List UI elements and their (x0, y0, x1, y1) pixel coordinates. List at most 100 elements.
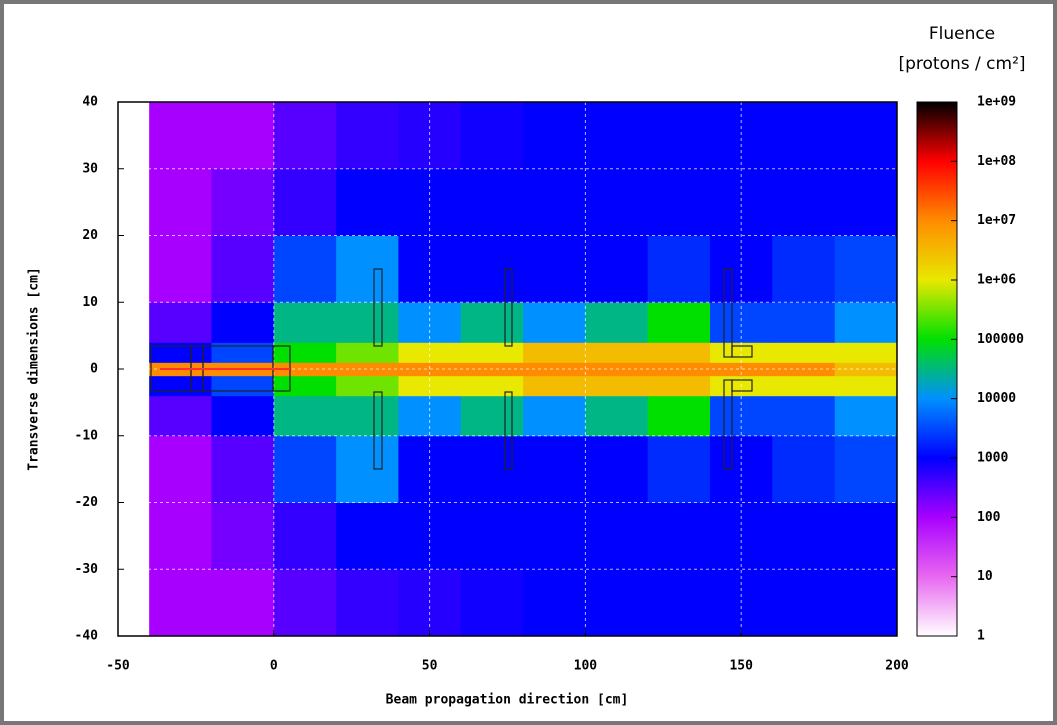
heatmap-cell (211, 502, 275, 570)
heatmap-cell (523, 362, 586, 377)
colorbar-tick-label: 100 (977, 510, 1001, 525)
heatmap-cell (585, 302, 649, 343)
heatmap-cell (336, 502, 399, 570)
heatmap-cell (273, 435, 337, 503)
x-tick-label: 50 (422, 659, 438, 674)
heatmap-cell (710, 102, 773, 170)
colorbar-tick-label: 1e+08 (977, 154, 1016, 169)
colorbar-tick-label: 1e+07 (977, 213, 1016, 228)
heatmap-cell (460, 502, 524, 570)
geometry (150, 268, 753, 470)
y-tick-label: -40 (75, 629, 99, 644)
heatmap-cell (710, 168, 773, 236)
heatmap-cell (647, 302, 711, 343)
heatmap-cell (336, 235, 399, 303)
heatmap-cell (772, 435, 836, 503)
heatmap-cell (460, 102, 524, 170)
heatmap-cell (211, 342, 275, 363)
heatmap-cell (772, 342, 836, 363)
heatmap-cell (149, 502, 212, 570)
heatmap-cell (398, 362, 462, 377)
heatmap-cell (647, 168, 711, 236)
heatmap-cell (585, 395, 649, 437)
heatmap-cell (273, 102, 337, 170)
heatmap-cell (273, 235, 337, 303)
heatmap-cell (647, 395, 711, 437)
y-axis-label: Transverse dimensions [cm] (27, 267, 42, 471)
x-axis-label: Beam propagation direction [cm] (386, 693, 629, 708)
heatmap-cell (398, 342, 462, 363)
y-tick-label: 30 (82, 161, 98, 176)
heatmap-cell (398, 235, 462, 303)
heatmap-cell (585, 375, 649, 397)
heatmap-cell (336, 342, 399, 363)
heatmap-cell (211, 569, 275, 637)
y-tick-label: -10 (75, 428, 99, 443)
heatmap-cell (834, 362, 898, 377)
heatmap-cell (772, 168, 836, 236)
heatmap-cell (585, 235, 649, 303)
heatmap-cell (834, 375, 898, 397)
heatmap-cell (336, 102, 399, 170)
heatmap-cell (149, 569, 212, 637)
y-tick-label: 20 (82, 228, 98, 243)
heatmap-cell (211, 395, 275, 437)
heatmap-cell (834, 502, 898, 570)
heatmap-cell (772, 375, 836, 397)
heatmap-cell (149, 302, 212, 343)
heatmap-cell (523, 102, 586, 170)
heatmap-cell (336, 395, 399, 437)
heatmap-cell (710, 342, 773, 363)
heatmap-cell (398, 102, 462, 170)
heatmap-cell (834, 102, 898, 170)
heatmap-cell (460, 435, 524, 503)
heatmap-cell (772, 302, 836, 343)
heatmap-cell (273, 302, 337, 343)
heatmap-cell (585, 502, 649, 570)
heatmap-cell (647, 502, 711, 570)
heatmap-cell (647, 362, 711, 377)
heatmap-cell (523, 302, 586, 343)
heatmap-cell (273, 569, 337, 637)
heatmap-cell (585, 168, 649, 236)
colorbar-tick-label: 1000 (977, 451, 1008, 466)
heatmap-cell (585, 342, 649, 363)
heatmap-cell (149, 435, 212, 503)
y-tick-label: 0 (90, 362, 98, 377)
heatmap-cell (211, 168, 275, 236)
heatmap-cell (336, 375, 399, 397)
heatmap-cell (460, 168, 524, 236)
colorbar-tick-label: 100000 (977, 332, 1024, 347)
heatmap-cell (336, 435, 399, 503)
heatmap-cell (647, 235, 711, 303)
y-tick-label: -20 (75, 495, 99, 510)
heatmap-cell (460, 302, 524, 343)
heatmap-cell (336, 362, 399, 377)
heatmap-cell (460, 375, 524, 397)
heatmap-cell (149, 235, 212, 303)
heatmap-cell (336, 302, 399, 343)
heatmap-cell (460, 235, 524, 303)
heatmap-cell (211, 102, 275, 170)
heatmap-cell (523, 569, 586, 637)
heatmap-cell (647, 375, 711, 397)
heatmap-cell (273, 502, 337, 570)
heatmap-cell (149, 342, 212, 363)
heatmap-cell (523, 375, 586, 397)
x-tick-label: 100 (574, 659, 598, 674)
heatmap-cell (273, 375, 337, 397)
colorbar-tick-label: 1 (977, 629, 985, 644)
heatmap-cell (273, 342, 337, 363)
heatmap-cell (834, 342, 898, 363)
heatmap-cell (523, 342, 586, 363)
heatmap-cell (523, 235, 586, 303)
heatmap-cell (772, 395, 836, 437)
heatmap-cell (834, 569, 898, 637)
heatmap-cell (211, 435, 275, 503)
heatmap-cell (398, 168, 462, 236)
colorbar (916, 101, 958, 637)
heatmap-cell (211, 235, 275, 303)
heatmap-cell (523, 502, 586, 570)
x-tick-label: 200 (885, 659, 909, 674)
